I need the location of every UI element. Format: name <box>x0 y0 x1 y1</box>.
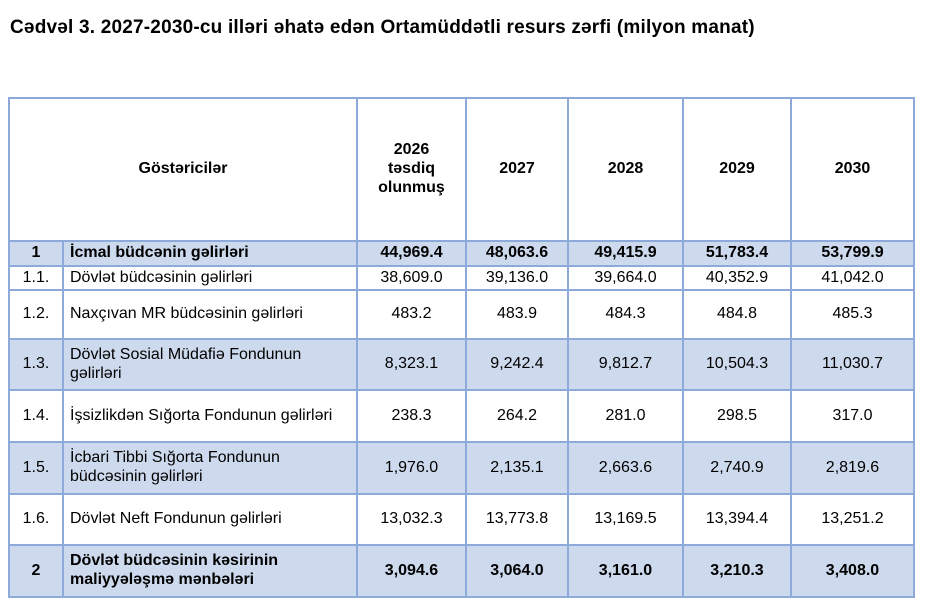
row-num-cell: 1 <box>8 240 64 267</box>
value-cell: 9,242.4 <box>465 338 569 391</box>
row-label-cell: İcmal büdcənin gəlirləri <box>62 240 358 267</box>
value-cell: 484.8 <box>682 289 792 340</box>
value-cell: 38,609.0 <box>356 265 467 291</box>
value-cell: 8,323.1 <box>356 338 467 391</box>
value-cell: 2,740.9 <box>682 441 792 495</box>
value-cell: 51,783.4 <box>682 240 792 267</box>
row-label-cell: Dövlət büdcəsinin gəlirləri <box>62 265 358 291</box>
table-row-medical-insurance-fund-revenues: 1.5. İcbari Tibbi Sığorta Fondunun büdcə… <box>8 441 915 495</box>
value-cell: 3,094.6 <box>356 544 467 598</box>
value-cell: 3,161.0 <box>567 544 684 598</box>
row-num-cell: 1.2. <box>8 289 64 340</box>
row-label-cell: İcbari Tibbi Sığorta Fondunun büdcəsinin… <box>62 441 358 495</box>
value-cell: 317.0 <box>790 389 915 443</box>
value-cell: 9,812.7 <box>567 338 684 391</box>
value-cell: 483.9 <box>465 289 569 340</box>
value-cell: 3,064.0 <box>465 544 569 598</box>
row-label-cell: Dövlət Neft Fondunun gəlirləri <box>62 493 358 546</box>
value-cell: 48,063.6 <box>465 240 569 267</box>
row-num-cell: 1.6. <box>8 493 64 546</box>
header-year-2029: 2029 <box>682 97 792 242</box>
header-year-2027: 2027 <box>465 97 569 242</box>
table-row-state-budget-revenues: 1.1. Dövlət büdcəsinin gəlirləri 38,609.… <box>8 265 915 291</box>
value-cell: 44,969.4 <box>356 240 467 267</box>
row-num-cell: 1.5. <box>8 441 64 495</box>
value-cell: 2,135.1 <box>465 441 569 495</box>
header-year-2028: 2028 <box>567 97 684 242</box>
row-label-cell: Dövlət Sosial Müdafiə Fondunun gəlirləri <box>62 338 358 391</box>
value-cell: 39,664.0 <box>567 265 684 291</box>
header-2026-approved-text: 2026 təsdiq olunmuş <box>378 141 445 196</box>
row-label-cell: Dövlət büdcəsinin kəsirinin maliyyələşmə… <box>62 544 358 598</box>
value-cell: 53,799.9 <box>790 240 915 267</box>
row-label-cell: İşsizlikdən Sığorta Fondunun gəlirləri <box>62 389 358 443</box>
table-caption: Cədvəl 3. 2027-2030-cu illəri əhatə edən… <box>10 17 755 38</box>
value-cell: 484.3 <box>567 289 684 340</box>
value-cell: 40,352.9 <box>682 265 792 291</box>
value-cell: 49,415.9 <box>567 240 684 267</box>
value-cell: 13,251.2 <box>790 493 915 546</box>
value-cell: 483.2 <box>356 289 467 340</box>
row-num-cell: 1.1. <box>8 265 64 291</box>
value-cell: 2,819.6 <box>790 441 915 495</box>
value-cell: 10,504.3 <box>682 338 792 391</box>
value-cell: 264.2 <box>465 389 569 443</box>
value-cell: 13,773.8 <box>465 493 569 546</box>
table-header-row: Göstəricilər 2026 təsdiq olunmuş 2027 20… <box>8 97 915 242</box>
table-row-deficit-financing-sources: 2 Dövlət büdcəsinin kəsirinin maliyyələş… <box>8 544 915 598</box>
value-cell: 485.3 <box>790 289 915 340</box>
value-cell: 298.5 <box>682 389 792 443</box>
value-cell: 238.3 <box>356 389 467 443</box>
row-num-cell: 1.4. <box>8 389 64 443</box>
header-indicators: Göstəricilər <box>8 97 358 242</box>
value-cell: 3,210.3 <box>682 544 792 598</box>
value-cell: 13,169.5 <box>567 493 684 546</box>
table-row-consolidated-revenues: 1 İcmal büdcənin gəlirləri 44,969.4 48,0… <box>8 240 915 267</box>
table-row-unemployment-insurance-fund-revenues: 1.4. İşsizlikdən Sığorta Fondunun gəlirl… <box>8 389 915 443</box>
value-cell: 11,030.7 <box>790 338 915 391</box>
header-year-2030: 2030 <box>790 97 915 242</box>
row-label-cell: Naxçıvan MR büdcəsinin gəlirləri <box>62 289 358 340</box>
value-cell: 41,042.0 <box>790 265 915 291</box>
value-cell: 2,663.6 <box>567 441 684 495</box>
resource-envelope-table: Göstəricilər 2026 təsdiq olunmuş 2027 20… <box>8 97 915 598</box>
row-num-cell: 2 <box>8 544 64 598</box>
value-cell: 13,394.4 <box>682 493 792 546</box>
value-cell: 1,976.0 <box>356 441 467 495</box>
header-2026-approved: 2026 təsdiq olunmuş <box>356 97 467 242</box>
value-cell: 13,032.3 <box>356 493 467 546</box>
table-row-nakhchivan-budget-revenues: 1.2. Naxçıvan MR büdcəsinin gəlirləri 48… <box>8 289 915 340</box>
value-cell: 281.0 <box>567 389 684 443</box>
value-cell: 39,136.0 <box>465 265 569 291</box>
table-row-oil-fund-revenues: 1.6. Dövlət Neft Fondunun gəlirləri 13,0… <box>8 493 915 546</box>
table-row-social-protection-fund-revenues: 1.3. Dövlət Sosial Müdafiə Fondunun gəli… <box>8 338 915 391</box>
row-num-cell: 1.3. <box>8 338 64 391</box>
value-cell: 3,408.0 <box>790 544 915 598</box>
